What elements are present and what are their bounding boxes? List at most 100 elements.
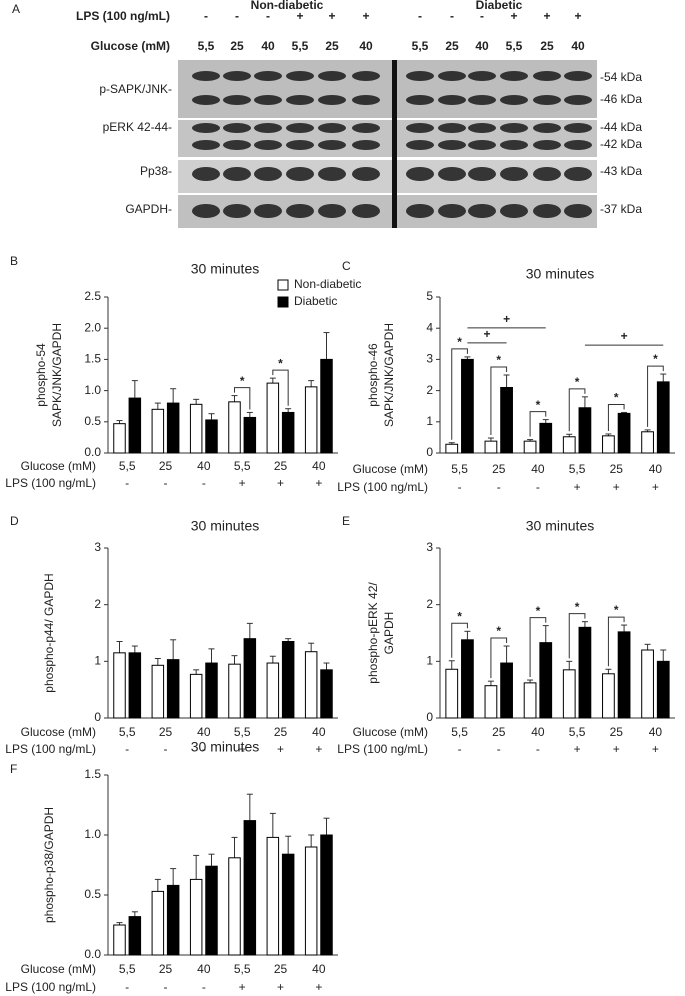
bar (641, 649, 654, 719)
panel-label: D (10, 514, 19, 528)
y-axis-label: GAPDH (382, 612, 396, 655)
blot-band (406, 71, 434, 81)
lps-sign: + (239, 742, 246, 756)
lps-sign: - (202, 742, 206, 756)
bar (281, 641, 295, 719)
significance-mark: * (457, 335, 462, 349)
blot-band (192, 123, 220, 133)
x-tick-label: 40 (312, 459, 326, 473)
bar (304, 651, 318, 719)
lps-sign: + (613, 480, 620, 494)
blot-band (192, 71, 220, 81)
x-tick-label: 5,5 (234, 962, 251, 976)
bar (128, 652, 142, 719)
blot-band (500, 167, 528, 181)
lps-row-label: LPS (100 ng/mL) (5, 742, 96, 756)
blot-band (533, 204, 561, 218)
blot-band (468, 95, 496, 105)
blot-band (318, 167, 346, 181)
blot-band (192, 95, 220, 105)
bar (500, 662, 513, 719)
blot-band (564, 71, 592, 81)
blot-band (533, 71, 561, 81)
row-label: Pp38- (140, 164, 172, 178)
glucose-value: 5,5 (506, 39, 523, 53)
lps-sign: + (543, 9, 550, 23)
lps-sign: - (125, 476, 129, 490)
bar (243, 416, 257, 454)
x-tick-label: 5,5 (119, 459, 136, 473)
lps-sign: + (574, 9, 581, 23)
x-tick-label: 40 (197, 962, 211, 976)
blot-band (352, 95, 380, 105)
lps-sign: + (574, 742, 581, 756)
bar (484, 685, 498, 719)
lps-row-label: LPS (100 ng/mL) (5, 476, 96, 490)
blot-band (438, 167, 466, 181)
row-label: GAPDH- (125, 202, 172, 216)
lps-sign: - (458, 480, 462, 494)
significance-bracket (607, 616, 625, 667)
bar (166, 402, 180, 454)
lps-sign: + (296, 9, 303, 23)
chart-title: 30 minutes (191, 739, 259, 755)
blot-band (406, 204, 434, 218)
x-tick-label: 25 (274, 725, 288, 739)
blot-band (254, 71, 282, 81)
y-tick-label: 0.5 (84, 414, 101, 428)
bar (189, 673, 203, 719)
glucose-value: 5,5 (198, 39, 215, 53)
lps-sign: + (277, 980, 284, 994)
blot-band (352, 167, 380, 181)
lps-sign: - (497, 480, 501, 494)
x-tick-label: 25 (274, 459, 288, 473)
lps-sign: + (239, 476, 246, 490)
bar (641, 431, 654, 454)
blot-band (533, 167, 561, 181)
bar (189, 403, 203, 454)
bar (656, 660, 670, 719)
lps-row-label: LPS (100 ng/mL) (5, 980, 96, 994)
bar (578, 407, 592, 454)
lps-sign: - (202, 980, 206, 994)
lps-sign: - (164, 742, 168, 756)
glucose-value: 25 (325, 39, 339, 53)
bar (266, 382, 280, 454)
y-tick-label: 0.5 (84, 887, 101, 901)
x-row-label: Glucose (mM) (353, 725, 428, 739)
significance-mark: + (503, 312, 510, 326)
blot-band (500, 95, 528, 105)
bar (617, 412, 631, 454)
x-tick-label: 5,5 (569, 725, 586, 739)
y-tick-label: 0.0 (84, 947, 101, 961)
chart-title: 30 minutes (526, 266, 594, 282)
blot-band (223, 140, 251, 150)
size-label: -42 kDa (600, 137, 642, 151)
significance-mark: * (614, 391, 619, 405)
y-tick-label: 0.0 (84, 445, 101, 459)
y-tick-label: 1.0 (84, 383, 101, 397)
lps-row-label: LPS (100 ng/mL) (337, 480, 428, 494)
blot-band (438, 123, 466, 133)
bar (128, 397, 142, 454)
blot-band (223, 95, 251, 105)
lps-sign: + (315, 980, 322, 994)
lps-sign: - (266, 9, 270, 23)
blot-band (500, 140, 528, 150)
lps-sign: + (315, 476, 322, 490)
x-tick-label: 25 (159, 459, 173, 473)
blot-band (533, 140, 561, 150)
glucose-value: 5,5 (412, 39, 429, 53)
bar (578, 626, 592, 719)
panel-label: F (10, 762, 17, 776)
legend-label: Non-diabetic (294, 277, 361, 291)
lps-sign: - (480, 9, 484, 23)
bar (461, 639, 474, 719)
panel-label: B (10, 254, 18, 268)
bar (205, 419, 218, 454)
bar (281, 411, 295, 454)
blot-band (352, 204, 380, 218)
bar (539, 642, 553, 719)
bar (205, 662, 218, 719)
bar (320, 358, 333, 454)
